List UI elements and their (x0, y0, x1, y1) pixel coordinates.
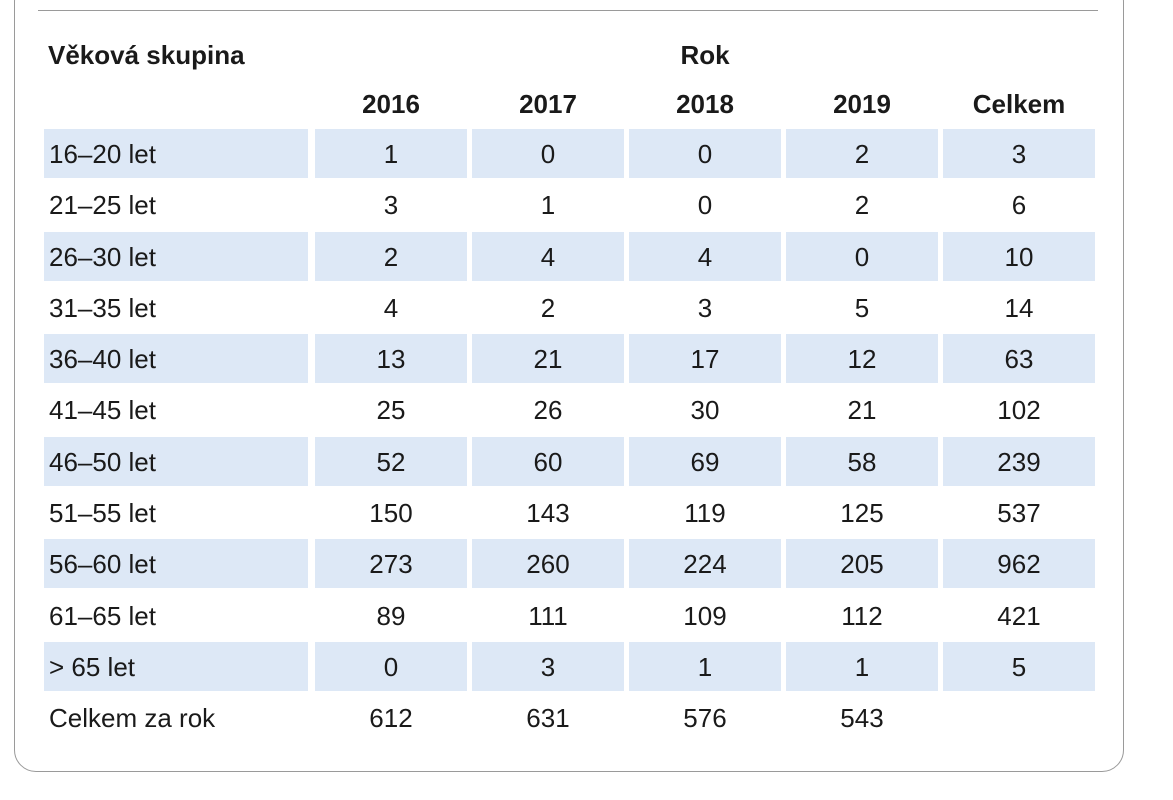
column-header-2016: 2016 (362, 89, 420, 119)
cell-2017: 1 (540, 190, 556, 221)
cell-2016: 3 (383, 190, 399, 221)
year-group-header: Rok (680, 40, 730, 70)
cell-2019: 58 (786, 436, 938, 486)
cell-2017: 143 (526, 498, 570, 529)
cell-2019: 1 (786, 641, 938, 691)
cell-2019: 0 (786, 231, 938, 281)
cell-2017: 111 (528, 600, 568, 631)
cell-2016: 4 (383, 292, 399, 323)
table-body: 16–20 let 1 0 0 2 3 21–25 let 3 1 0 2 6 26–30 let 2 4 4… (0, 129, 1173, 745)
table-row: 46–50 let 52 60 69 58 239 (0, 436, 1173, 488)
age-group-label: 41–45 let (49, 395, 156, 426)
cell-2016: 2 (315, 231, 467, 281)
cell-2017: 631 (526, 703, 570, 734)
column-headers: 2016 2017 2018 2019 Celkem (0, 88, 1173, 120)
table-row: 26–30 let 2 4 4 0 10 (0, 231, 1173, 283)
top-divider (38, 10, 1098, 11)
cell-2018: 576 (683, 703, 727, 734)
cell-2018: 0 (697, 190, 713, 221)
table-row: > 65 let 0 3 1 1 5 (0, 641, 1173, 693)
cell-2019: 112 (841, 600, 883, 631)
cell-2018: 224 (629, 539, 781, 589)
cell-2016: 612 (369, 703, 413, 734)
cell-2019: 543 (840, 703, 884, 734)
cell-2017: 4 (472, 231, 624, 281)
age-group-label: > 65 let (44, 641, 308, 691)
cell-2019: 125 (840, 498, 884, 529)
table-row: 51–55 let 150 143 119 125 537 (0, 488, 1173, 539)
cell-total: 5 (943, 641, 1095, 691)
cell-2016: 150 (369, 498, 413, 529)
column-header-2017: 2017 (519, 89, 577, 119)
cell-2018: 30 (690, 395, 720, 426)
column-header-2019: 2019 (833, 89, 891, 119)
cell-2018: 3 (697, 292, 713, 323)
table-row: 31–35 let 4 2 3 5 14 (0, 283, 1173, 334)
cell-2016: 25 (376, 395, 406, 426)
cell-2018: 17 (629, 334, 781, 384)
cell-total: 102 (997, 395, 1041, 426)
age-group-label: 36–40 let (44, 334, 308, 384)
cell-2018: 119 (684, 498, 726, 529)
cell-2018: 109 (683, 600, 727, 631)
age-group-header: Věková skupina (48, 40, 245, 70)
cell-2019: 21 (847, 395, 877, 426)
cell-2019: 5 (854, 292, 870, 323)
cell-2017: 2 (540, 292, 556, 323)
cell-2016: 273 (315, 539, 467, 589)
cell-2017: 60 (472, 436, 624, 486)
cell-2018: 0 (629, 129, 781, 178)
cell-2018: 4 (629, 231, 781, 281)
column-header-total: Celkem (972, 89, 1066, 119)
age-group-label: 46–50 let (44, 436, 308, 486)
table-frame (14, 0, 1124, 772)
cell-2019: 12 (786, 334, 938, 384)
cell-total: 3 (943, 129, 1095, 178)
age-group-label: 56–60 let (44, 539, 308, 589)
table-row: 16–20 let 1 0 0 2 3 (0, 129, 1173, 180)
cell-2017: 26 (533, 395, 563, 426)
cell-total: 239 (943, 436, 1095, 486)
cell-total: 421 (997, 600, 1041, 631)
cell-2016: 13 (315, 334, 467, 384)
age-group-label: 51–55 let (49, 498, 156, 529)
cell-2016: 52 (315, 436, 467, 486)
table-row: 56–60 let 273 260 224 205 962 (0, 539, 1173, 590)
cell-2019: 2 (854, 190, 870, 221)
total-row: Celkem za rok 612 631 576 543 (0, 693, 1173, 744)
cell-2017: 260 (472, 539, 624, 589)
cell-2017: 3 (472, 641, 624, 691)
cell-total (943, 693, 1095, 742)
age-group-label: 21–25 let (49, 190, 156, 221)
table-row: 21–25 let 3 1 0 2 6 (0, 180, 1173, 231)
cell-total: 14 (1004, 292, 1034, 323)
cell-total: 6 (1011, 190, 1027, 221)
table-row: 41–45 let 25 26 30 21 102 (0, 385, 1173, 436)
cell-total: 962 (943, 539, 1095, 589)
cell-2018: 1 (629, 641, 781, 691)
age-group-label: 26–30 let (44, 231, 308, 281)
table-row: 61–65 let 89 111 109 112 421 (0, 591, 1173, 642)
age-group-label: 16–20 let (44, 129, 308, 178)
column-header-2018: 2018 (676, 89, 734, 119)
cell-total: 10 (943, 231, 1095, 281)
age-group-label: 61–65 let (49, 600, 156, 631)
cell-2017: 21 (472, 334, 624, 384)
cell-2018: 69 (629, 436, 781, 486)
cell-2016: 1 (315, 129, 467, 178)
cell-2017: 0 (472, 129, 624, 178)
cell-total: 63 (943, 334, 1095, 384)
age-group-label: 31–35 let (49, 292, 156, 323)
cell-total: 537 (997, 498, 1041, 529)
total-row-label: Celkem za rok (49, 703, 216, 734)
table-row: 36–40 let 13 21 17 12 63 (0, 334, 1173, 385)
cell-2016: 89 (376, 600, 406, 631)
cell-2019: 2 (786, 129, 938, 178)
cell-2016: 0 (315, 641, 467, 691)
cell-2019: 205 (786, 539, 938, 589)
